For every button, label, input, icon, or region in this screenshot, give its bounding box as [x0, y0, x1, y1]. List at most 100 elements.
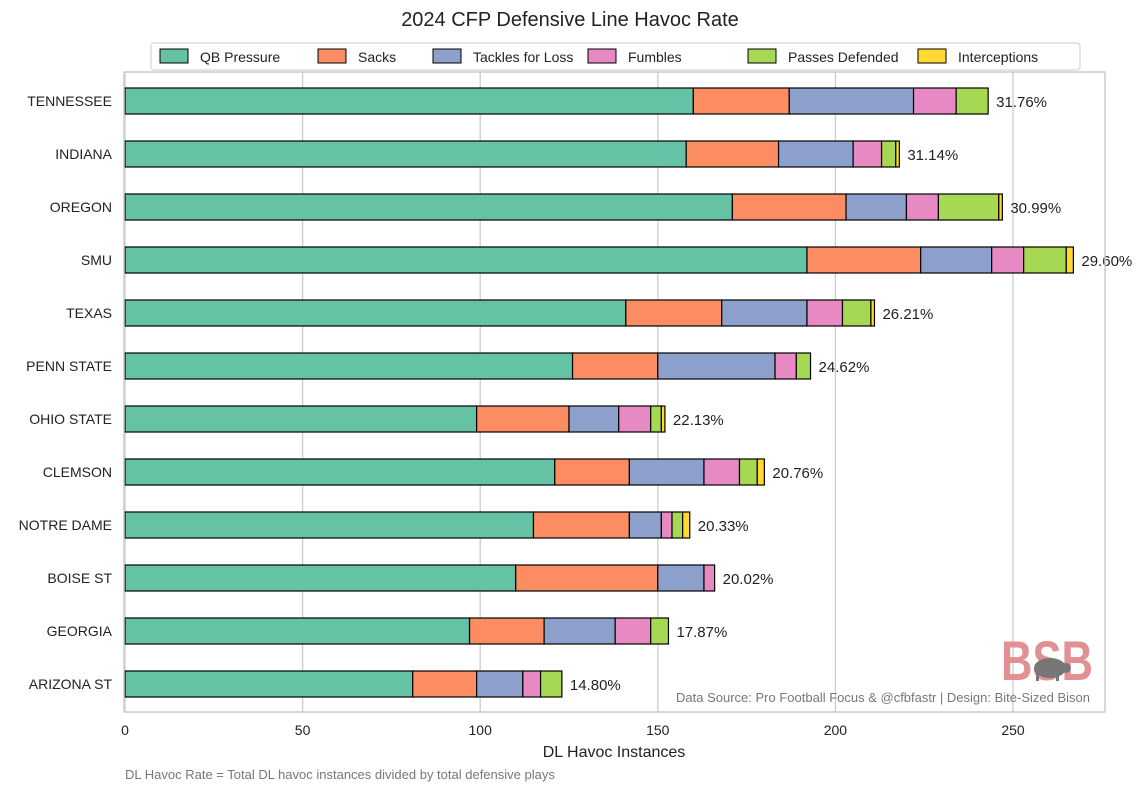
data-label: 20.33% [698, 518, 749, 535]
y-tick-label: TENNESSEE [27, 93, 112, 109]
legend-label: Fumbles [628, 49, 682, 65]
bar-segment [618, 405, 652, 433]
bar-segment [806, 246, 922, 274]
legend-label: Tackles for Loss [473, 49, 573, 65]
bar-segment [124, 617, 471, 645]
y-tick-label: GEORGIA [47, 623, 113, 639]
bar-segment [870, 299, 876, 327]
legend-label: QB Pressure [200, 49, 280, 65]
bar-segment [703, 564, 716, 592]
bar-segment [671, 511, 684, 539]
bar-segment [468, 617, 545, 645]
bar-segment [657, 564, 705, 592]
bar-segment [1065, 246, 1074, 274]
bar-segment [795, 352, 812, 380]
legend-swatch [587, 48, 617, 64]
bar-segment [124, 511, 535, 539]
data-label: 31.14% [907, 147, 958, 164]
bar-segment [703, 458, 741, 486]
legend: QB Pressure Sacks Tackles for Loss Fumbles P… [150, 42, 1081, 71]
y-tick-labels: TENNESSEE INDIANA OREGON SMU TEXAS PENN STATE… [19, 93, 113, 692]
y-tick-label: OREGON [50, 199, 112, 215]
x-axis-label: DL Havoc Instances [543, 744, 686, 761]
bar-segment [543, 617, 616, 645]
bar-segment [124, 140, 687, 168]
bar-segment [539, 670, 563, 698]
bar-segment [841, 299, 872, 327]
bar-segment [806, 299, 844, 327]
bar-segment [660, 405, 666, 433]
legend-swatch [159, 48, 189, 64]
bar-segment [955, 87, 989, 115]
bar-segment [476, 670, 524, 698]
bar-segment [650, 617, 670, 645]
bar-segment [476, 405, 570, 433]
bar-segment [905, 193, 940, 221]
data-label: 31.76% [996, 94, 1047, 111]
legend-label: Passes Defended [788, 49, 899, 65]
bar-segment [124, 564, 517, 592]
bar-segment [657, 352, 776, 380]
bar-segment [721, 299, 808, 327]
bsb-logo: BSB [1001, 629, 1093, 692]
bar-segment [692, 87, 790, 115]
x-tick-label: 0 [121, 722, 129, 738]
bar-segment [412, 670, 478, 698]
bar-segment [880, 140, 897, 168]
x-tick-label: 250 [1001, 722, 1025, 738]
y-tick-label: BOISE ST [47, 570, 112, 586]
data-label: 17.87% [676, 624, 727, 641]
bar-segment [554, 458, 630, 486]
bar-segment [731, 193, 847, 221]
grid-lines [124, 72, 1014, 712]
data-label: 30.99% [1010, 200, 1061, 217]
bars [124, 87, 1074, 698]
y-tick-label: NOTRE DAME [19, 517, 112, 533]
legend-swatch [317, 48, 347, 64]
bar-segment [628, 511, 662, 539]
bar-segment [895, 140, 900, 168]
y-tick-label: ARIZONA ST [29, 676, 113, 692]
data-label: 22.13% [673, 412, 724, 429]
bar-segment [571, 352, 659, 380]
bar-segment [614, 617, 652, 645]
bar-segment [777, 140, 854, 168]
data-label: 26.21% [882, 306, 933, 323]
bar-segment [1023, 246, 1067, 274]
plot-frame [123, 71, 1106, 713]
bar-segment [625, 299, 723, 327]
bar-segment [124, 352, 574, 380]
bar-segment [912, 87, 957, 115]
bar-segment [998, 193, 1003, 221]
bar-segment [937, 193, 1000, 221]
bar-segment [738, 458, 758, 486]
data-label: 29.60% [1081, 253, 1132, 270]
bar-segment [756, 458, 765, 486]
legend-swatch [917, 48, 947, 64]
x-tick-label: 50 [295, 722, 311, 738]
data-labels: 31.76% 31.14% 30.99% 29.60% 26.21% 24.62% 22.1… [570, 94, 1132, 694]
data-label: 24.62% [819, 359, 870, 376]
y-tick-label: CLEMSON [43, 464, 112, 480]
bar-segment [650, 405, 662, 433]
bar-segment [660, 511, 673, 539]
bar-segment [685, 140, 780, 168]
legend-swatch [432, 48, 462, 64]
data-label: 14.80% [570, 677, 621, 694]
legend-label: Sacks [358, 49, 396, 65]
chart-title: 2024 CFP Defensive Line Havoc Rate [401, 9, 739, 31]
legend-label: Interceptions [958, 49, 1038, 65]
bar-segment [788, 87, 915, 115]
bar-segment [124, 405, 478, 433]
y-tick-label: TEXAS [66, 305, 112, 321]
legend-swatch [747, 48, 777, 64]
data-label: 20.02% [723, 571, 774, 588]
bar-segment [532, 511, 630, 539]
source-annotation: Data Source: Pro Football Focus & @cfbfa… [676, 690, 1090, 705]
data-label: 20.76% [772, 465, 823, 482]
footnote: DL Havoc Rate = Total DL havoc instances… [125, 767, 555, 782]
bar-segment [568, 405, 620, 433]
bar-segment [991, 246, 1025, 274]
bar-segment [920, 246, 993, 274]
